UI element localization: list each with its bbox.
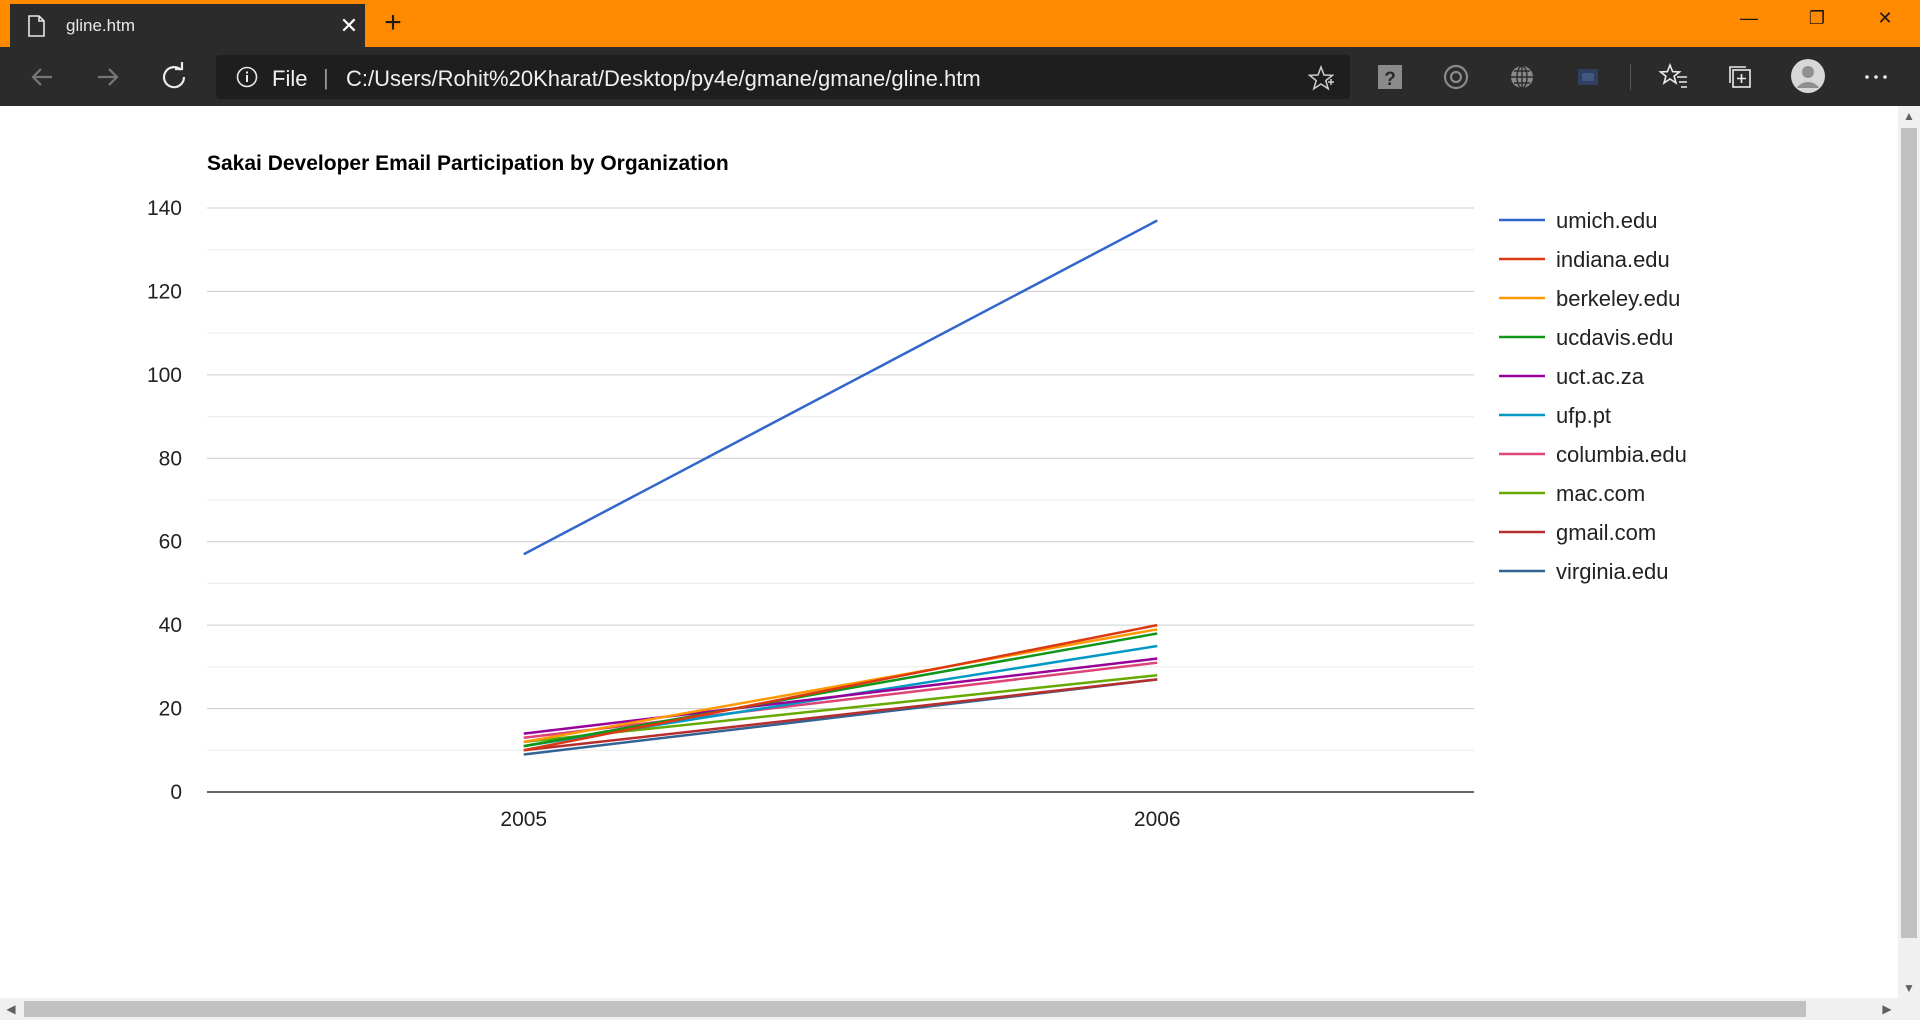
globe-extension-icon[interactable] xyxy=(1506,61,1538,93)
chart-title: Sakai Developer Email Participation by O… xyxy=(207,152,729,175)
tab-title: gline.htm xyxy=(66,16,135,35)
refresh-icon[interactable] xyxy=(154,57,194,97)
x-tick-label: 2005 xyxy=(500,808,547,831)
close-window-button[interactable]: ✕ xyxy=(1877,8,1893,28)
restore-button[interactable]: ❐ xyxy=(1808,8,1826,28)
legend-item-virginia-edu[interactable]: virginia.edu xyxy=(1499,559,1669,584)
address-url[interactable]: C:/Users/Rohit%20Kharat/Desktop/py4e/gma… xyxy=(346,66,981,91)
toolbar-divider xyxy=(1630,64,1631,90)
y-tick-label: 140 xyxy=(147,197,182,220)
legend-item-indiana-edu[interactable]: indiana.edu xyxy=(1499,247,1670,272)
y-tick-label: 120 xyxy=(147,280,182,303)
scroll-up-icon[interactable]: ▲ xyxy=(1903,109,1915,123)
address-separator: | xyxy=(323,65,329,90)
legend-label: virginia.edu xyxy=(1556,559,1669,584)
series-line-ucdavis-edu[interactable] xyxy=(523,632,1158,748)
legend-label: indiana.edu xyxy=(1556,247,1670,272)
line-chart: Sakai Developer Email Participation by O… xyxy=(147,152,1687,831)
y-tick-label: 20 xyxy=(159,698,182,721)
y-tick-label: 80 xyxy=(159,447,182,470)
back-icon[interactable] xyxy=(22,57,62,97)
legend-item-columbia-edu[interactable]: columbia.edu xyxy=(1499,442,1687,467)
help-extension-icon[interactable]: ? xyxy=(1374,61,1406,93)
legend-item-berkeley-edu[interactable]: berkeley.edu xyxy=(1499,286,1680,311)
profile-avatar[interactable] xyxy=(1790,58,1826,94)
series-line-indiana-edu[interactable] xyxy=(523,623,1158,752)
legend-item-uct-ac-za[interactable]: uct.ac.za xyxy=(1499,364,1645,389)
forward-icon[interactable] xyxy=(88,57,128,97)
series-line-gmail-com[interactable] xyxy=(523,678,1158,752)
browser-tab[interactable]: gline.htm ✕ xyxy=(10,4,365,47)
vertical-scroll-thumb[interactable] xyxy=(1901,128,1917,938)
series-line-columbia-edu[interactable] xyxy=(523,661,1158,740)
y-tick-label: 0 xyxy=(170,781,182,804)
scroll-left-icon[interactable]: ◀ xyxy=(6,1002,16,1016)
minimize-button[interactable]: — xyxy=(1740,8,1758,28)
info-icon[interactable] xyxy=(236,66,258,88)
svg-text:?: ? xyxy=(1384,69,1396,90)
extension-icon[interactable] xyxy=(1440,61,1472,93)
address-scheme: File xyxy=(272,66,308,91)
legend-label: berkeley.edu xyxy=(1556,286,1680,311)
vertical-scrollbar[interactable]: ▲ ▼ xyxy=(1898,106,1920,998)
star-icon[interactable] xyxy=(1308,65,1334,91)
legend-label: uct.ac.za xyxy=(1556,364,1645,389)
extension-badge-icon[interactable] xyxy=(1572,61,1604,93)
legend-label: umich.edu xyxy=(1556,208,1658,233)
favorites-icon[interactable] xyxy=(1658,61,1690,93)
legend-item-ufp-pt[interactable]: ufp.pt xyxy=(1499,403,1611,428)
more-icon[interactable] xyxy=(1860,61,1892,93)
y-tick-label: 40 xyxy=(159,614,182,637)
legend-item-umich-edu[interactable]: umich.edu xyxy=(1499,208,1658,233)
new-tab-button[interactable]: + xyxy=(384,6,402,39)
scrollbar-corner xyxy=(1898,998,1920,1020)
page-content: Sakai Developer Email Participation by O… xyxy=(0,106,1898,998)
series-line-uct-ac-za[interactable] xyxy=(523,657,1158,735)
legend-label: columbia.edu xyxy=(1556,442,1687,467)
legend-label: ucdavis.edu xyxy=(1556,325,1673,350)
legend-label: mac.com xyxy=(1556,481,1645,506)
series-line-mac-com[interactable] xyxy=(523,673,1158,744)
series-line-umich-edu[interactable] xyxy=(523,219,1158,556)
page-icon xyxy=(28,15,45,37)
series-line-berkeley-edu[interactable] xyxy=(523,628,1158,744)
tab-strip: gline.htm ✕ + — ❐ ✕ xyxy=(0,0,1920,47)
scroll-down-icon[interactable]: ▼ xyxy=(1903,981,1915,995)
legend-label: ufp.pt xyxy=(1556,403,1611,428)
legend-label: gmail.com xyxy=(1556,520,1656,545)
tab-close-icon[interactable]: ✕ xyxy=(339,13,359,38)
legend-item-gmail-com[interactable]: gmail.com xyxy=(1499,520,1656,545)
collections-icon[interactable] xyxy=(1724,61,1756,93)
y-tick-label: 60 xyxy=(159,531,182,554)
horizontal-scrollbar[interactable]: ◀ ▶ xyxy=(0,998,1898,1020)
horizontal-scroll-thumb[interactable] xyxy=(24,1001,1806,1017)
legend-item-ucdavis-edu[interactable]: ucdavis.edu xyxy=(1499,325,1673,350)
x-tick-label: 2006 xyxy=(1134,808,1181,831)
legend-item-mac-com[interactable]: mac.com xyxy=(1499,481,1645,506)
y-tick-label: 100 xyxy=(147,364,182,387)
address-bar[interactable]: File | C:/Users/Rohit%20Kharat/Desktop/p… xyxy=(216,55,1350,99)
browser-toolbar: File | C:/Users/Rohit%20Kharat/Desktop/p… xyxy=(0,47,1920,106)
scroll-right-icon[interactable]: ▶ xyxy=(1882,1002,1892,1016)
